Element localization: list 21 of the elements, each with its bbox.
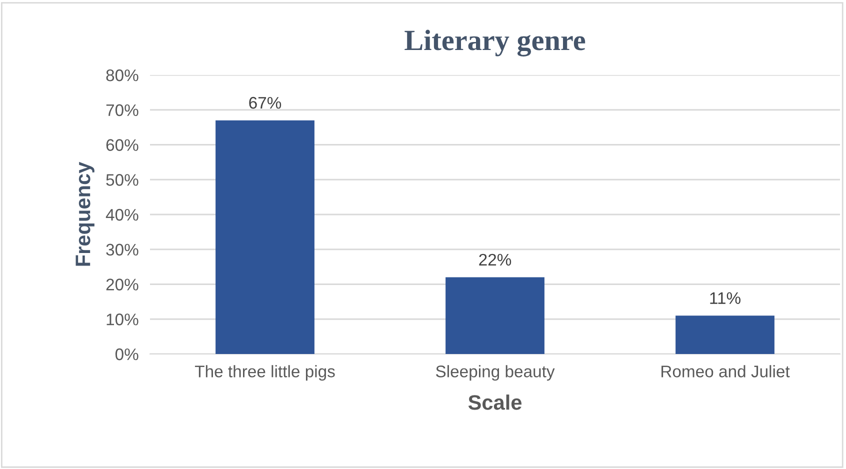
data-label: 67% bbox=[249, 96, 282, 109]
y-tick-label: 0% bbox=[115, 348, 138, 360]
data-label: 22% bbox=[479, 254, 512, 266]
y-tick-label: 50% bbox=[106, 174, 138, 186]
y-tick-label: 70% bbox=[106, 104, 138, 116]
bar bbox=[676, 316, 774, 354]
x-tick-label: Romeo and Juliet bbox=[662, 365, 790, 378]
y-tick-label: 40% bbox=[106, 208, 138, 221]
chart-title: Literary genre bbox=[404, 30, 586, 56]
y-tick-label: 30% bbox=[106, 244, 138, 256]
x-tick-label: Sleeping beauty bbox=[436, 365, 555, 381]
bar bbox=[446, 277, 544, 354]
y-tick-label: 80% bbox=[106, 69, 138, 82]
y-tick-label: 60% bbox=[106, 139, 138, 151]
x-axis-title: Scale bbox=[468, 394, 522, 410]
data-label: 11% bbox=[710, 292, 740, 304]
y-tick-label: 20% bbox=[106, 278, 138, 290]
x-tick-label: The three little pigs bbox=[194, 365, 335, 381]
bar bbox=[216, 120, 314, 354]
y-axis-title: Frequency bbox=[76, 162, 94, 266]
y-tick-label: 10% bbox=[106, 314, 138, 326]
